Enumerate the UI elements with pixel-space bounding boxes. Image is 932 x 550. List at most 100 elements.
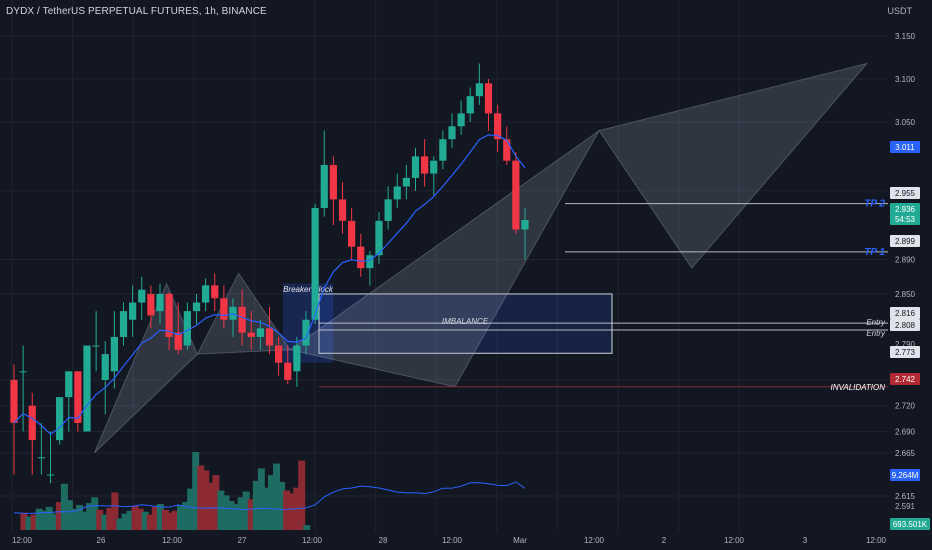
volume-bar	[207, 482, 215, 530]
candle-body	[101, 354, 109, 380]
candle-body	[165, 293, 173, 337]
x-tick-label: 26	[97, 536, 106, 545]
x-tick-label: 12:00	[442, 536, 463, 545]
volume-bar	[146, 514, 154, 530]
level-label: TP 2	[864, 199, 885, 210]
candle-body	[329, 164, 337, 200]
candle-body	[393, 186, 401, 200]
price-badge	[890, 373, 920, 385]
candle-body	[457, 113, 465, 127]
volume-bar	[187, 488, 195, 530]
volume-bar	[116, 518, 124, 530]
candle-body	[28, 405, 36, 441]
candle-body	[202, 285, 210, 303]
price-badge-label: 9.264M	[892, 471, 919, 480]
candle-body	[183, 311, 191, 346]
x-tick-label: 28	[379, 536, 388, 545]
price-badge	[890, 469, 920, 481]
volume-bar	[71, 508, 78, 530]
volume-bar	[91, 497, 99, 530]
volume-bar	[267, 475, 275, 530]
y-tick-label: 3.050	[895, 118, 916, 127]
y-tick-label: 2.790	[895, 340, 916, 349]
candle-body	[275, 345, 283, 363]
y-tick-label: 2.665	[895, 449, 916, 458]
candle-body	[320, 164, 328, 208]
candle-body	[56, 397, 64, 441]
x-tick-label: 12:00	[12, 536, 33, 545]
price-badge-label: 2.936	[895, 205, 916, 214]
volume-bar	[156, 504, 164, 530]
volume-bar	[177, 504, 185, 530]
y-tick-label: 2.890	[895, 256, 916, 265]
price-badge	[890, 187, 920, 199]
volume-bar	[136, 508, 144, 530]
candle-body	[348, 220, 356, 247]
volume-bar	[30, 514, 38, 530]
price-badge	[890, 518, 930, 530]
time-axis: 12:00 26 12:00 27 12:00 28 12:00 Mar 12:00 2 12:00…	[12, 536, 887, 545]
volume-bar	[202, 470, 210, 530]
candle-body	[284, 362, 292, 380]
candle-body	[411, 156, 420, 178]
candle-body	[448, 126, 456, 140]
candle-body	[384, 199, 392, 221]
candle-body	[311, 207, 319, 320]
level-label: TP 1	[864, 247, 885, 258]
volume-bar	[65, 500, 73, 530]
volume-bar	[60, 483, 68, 530]
volume-bar	[50, 513, 58, 530]
candle-body	[484, 83, 493, 114]
candle-body	[293, 345, 301, 372]
candle-body	[475, 83, 483, 97]
candle-body	[421, 156, 429, 174]
volume-bar	[40, 510, 48, 530]
candle-body	[37, 457, 45, 459]
price-badge	[890, 203, 920, 215]
price-badge-label: 2.808	[895, 321, 916, 330]
candle-body	[92, 345, 100, 347]
price-badge-label: 693.501K	[893, 520, 928, 529]
y-tick-label: 2.591	[895, 502, 916, 511]
price-badge-label: 2.899	[895, 237, 916, 246]
price-badge	[890, 307, 920, 319]
volume-bar	[45, 506, 53, 530]
volume-bar	[151, 506, 159, 530]
price-badge-label: 3.011	[895, 143, 915, 152]
candle-body	[265, 328, 274, 346]
candles	[10, 63, 529, 484]
candle-body	[494, 113, 502, 140]
level-label: Entry	[866, 318, 886, 327]
candle-body	[147, 293, 155, 316]
volume-bar	[273, 463, 280, 530]
volume-bar	[247, 499, 255, 530]
volume-bar	[257, 468, 265, 530]
price-badge-label: 2.742	[895, 375, 916, 384]
volume-bar	[242, 491, 250, 530]
volume-bar	[35, 508, 43, 530]
price-badge	[890, 346, 920, 358]
candle-body	[466, 96, 474, 114]
volume-bar	[197, 465, 205, 530]
volume-bar	[182, 502, 190, 530]
volume-bars	[20, 452, 311, 530]
price-badge-label: 2.955	[895, 189, 916, 198]
price-badge-label: 2.816	[895, 309, 916, 318]
volume-bar	[81, 511, 89, 530]
volume-bar	[55, 502, 63, 530]
x-tick-label: Mar	[513, 536, 527, 545]
volume-bar	[232, 504, 240, 530]
pattern-triangle	[93, 282, 198, 454]
currency-label: USDT	[887, 6, 913, 16]
volume-bar	[161, 509, 169, 530]
x-tick-label: 3	[803, 536, 808, 545]
candle-body	[338, 199, 347, 221]
candle-body	[19, 371, 27, 373]
volume-bar	[111, 492, 119, 530]
x-tick-label: 12:00	[584, 536, 605, 545]
candle-body	[521, 220, 529, 230]
price-badge	[890, 141, 920, 153]
volume-bar	[222, 495, 230, 530]
